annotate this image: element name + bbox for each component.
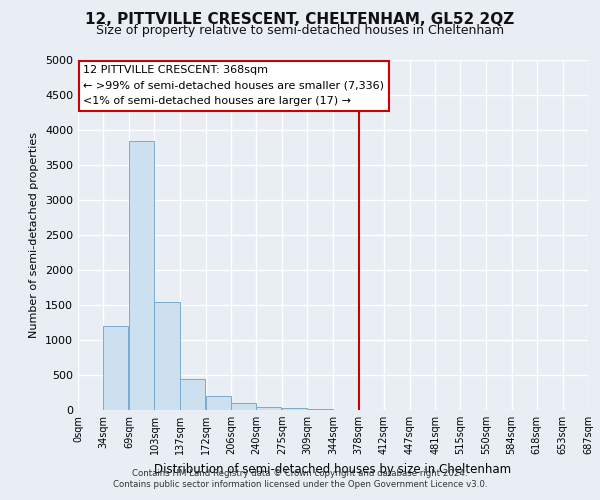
Text: Contains HM Land Registry data © Crown copyright and database right 2024.: Contains HM Land Registry data © Crown c…	[132, 468, 468, 477]
Bar	[129, 140, 154, 410]
X-axis label: Distribution of semi-detached houses by size in Cheltenham: Distribution of semi-detached houses by …	[154, 462, 512, 475]
Text: Size of property relative to semi-detached houses in Cheltenham: Size of property relative to semi-detach…	[96, 24, 504, 37]
Bar	[282, 408, 307, 410]
Y-axis label: Number of semi-detached properties: Number of semi-detached properties	[29, 132, 40, 338]
Bar	[180, 378, 205, 410]
Bar	[206, 396, 231, 410]
Text: Contains public sector information licensed under the Open Government Licence v3: Contains public sector information licen…	[113, 480, 487, 489]
Bar	[154, 302, 180, 410]
Bar	[231, 403, 256, 410]
Bar	[103, 326, 128, 410]
Text: 12 PITTVILLE CRESCENT: 368sqm
← >99% of semi-detached houses are smaller (7,336): 12 PITTVILLE CRESCENT: 368sqm ← >99% of …	[83, 66, 384, 106]
Bar	[256, 406, 281, 410]
Text: 12, PITTVILLE CRESCENT, CHELTENHAM, GL52 2QZ: 12, PITTVILLE CRESCENT, CHELTENHAM, GL52…	[85, 12, 515, 28]
